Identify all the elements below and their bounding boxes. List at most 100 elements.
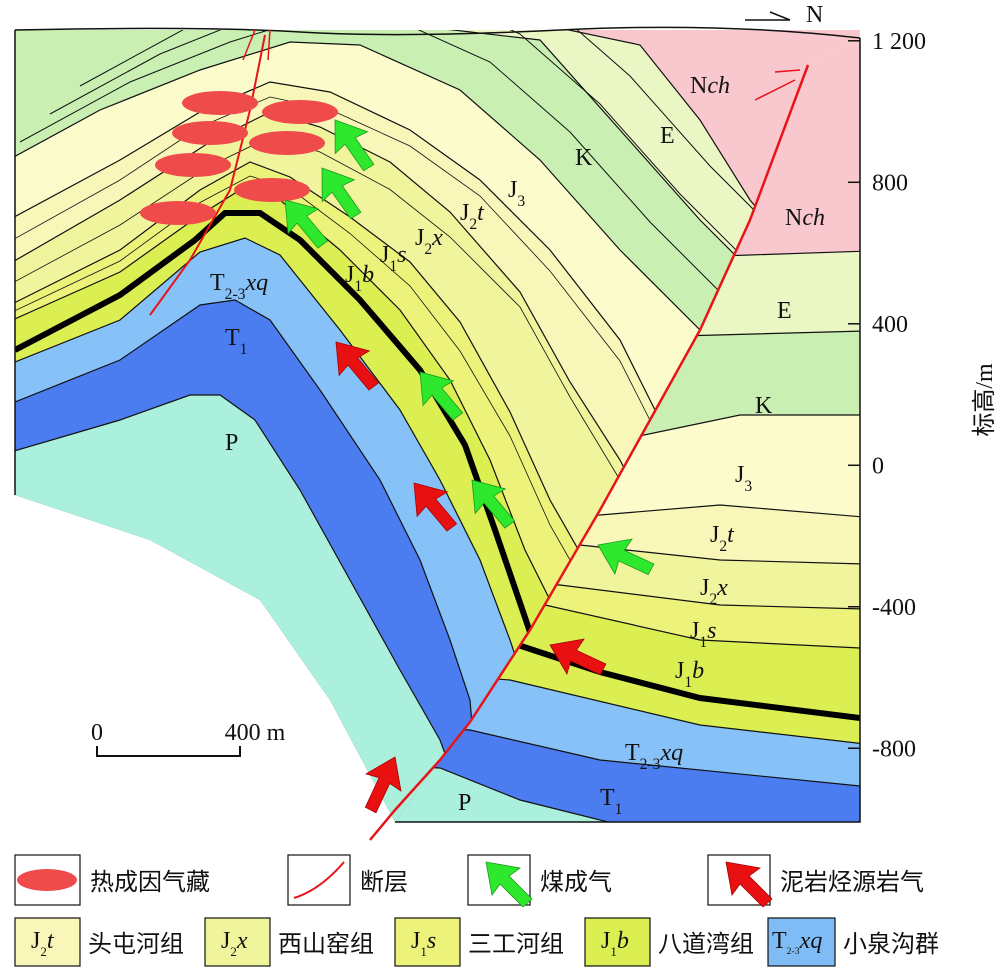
gas-reservoir	[172, 121, 248, 145]
formation-label: J3	[735, 462, 752, 495]
mudstone-gas-arrow	[549, 638, 607, 676]
legend-fault	[293, 861, 345, 899]
bed-line	[19, 30, 731, 303]
label-part: b	[692, 658, 704, 684]
label-part: J	[415, 225, 424, 251]
axis-tick-label: -400	[872, 595, 916, 621]
gas-reservoir	[155, 153, 231, 177]
label-part: N	[690, 73, 707, 99]
formation-label: Nch	[785, 205, 825, 231]
label-part: T	[225, 325, 240, 351]
label-part: J	[411, 928, 420, 954]
label-part: s	[707, 618, 716, 644]
label-part: N	[785, 205, 802, 231]
gas-reservoir	[262, 100, 338, 124]
label-part: K	[755, 393, 773, 419]
label-part: J	[460, 200, 469, 226]
label-part: J	[710, 522, 719, 548]
legend-swatch	[767, 917, 836, 967]
axis-tick-label: -800	[872, 736, 916, 762]
bed-line	[15, 136, 621, 481]
label-part: J	[508, 177, 517, 203]
label-part: 2	[709, 591, 717, 608]
label-part: 3	[517, 193, 525, 210]
legend-swatch	[584, 917, 651, 967]
label-part: 3	[744, 478, 752, 495]
label-part: K	[575, 145, 593, 171]
label-part: 1	[699, 634, 707, 651]
coal-gas-arrow	[419, 371, 464, 421]
label-part: 2	[469, 216, 477, 233]
legend-coal-gas	[485, 861, 533, 908]
label-part: 2	[40, 944, 47, 959]
label-part: J	[221, 928, 230, 954]
label-part: s	[397, 242, 406, 268]
label-part: x	[716, 575, 728, 601]
legend-label: 头屯河组	[88, 931, 184, 958]
label-part: 1	[354, 278, 362, 295]
label-part: T	[600, 785, 615, 811]
label-part: J	[380, 242, 389, 268]
formation-label: P	[458, 790, 471, 816]
formation-label: P	[225, 430, 238, 456]
formation-label: J2x	[700, 575, 728, 608]
formation-label: J1s	[690, 618, 716, 651]
formation-label: J2x	[415, 225, 443, 258]
label-part: 1	[610, 944, 617, 959]
axis-label: 标高/m	[971, 363, 998, 437]
label-part: ch	[802, 205, 825, 231]
bed-line	[79, 30, 791, 247]
frame	[14, 30, 861, 823]
label-part: 1	[420, 944, 427, 959]
legend-label: 八道湾组	[658, 931, 754, 958]
axis-tick-label: 800	[872, 170, 908, 196]
label-part: 1	[389, 258, 397, 275]
label-part: 1	[684, 674, 692, 691]
legend-label: 热成因气藏	[90, 869, 210, 896]
north-arrow	[745, 11, 791, 21]
legend-label: 断层	[360, 869, 408, 896]
formation-label: T2-3xq	[210, 270, 268, 303]
label-part: J	[601, 928, 610, 954]
label-part: 2	[719, 538, 727, 555]
formation-label: J1b	[675, 658, 704, 691]
legend-label: 煤成气	[540, 869, 612, 896]
layer	[395, 724, 860, 822]
scale-bar	[96, 746, 241, 757]
fault-motion	[242, 29, 801, 101]
gas-reservoir	[249, 131, 325, 155]
label-part: t	[727, 522, 735, 548]
gas-reservoir	[182, 91, 258, 115]
legend-code: J2t	[31, 928, 55, 959]
label-part: J	[690, 618, 699, 644]
label-part: t	[47, 928, 55, 954]
gas-reservoir	[234, 178, 310, 202]
legend-reservoir	[17, 869, 77, 891]
label-part: 2	[230, 944, 237, 959]
mudstone-gas-arrow	[413, 482, 458, 532]
label-part: b	[362, 262, 374, 288]
legend-label: 西山窑组	[278, 931, 374, 958]
formation-label: E	[660, 123, 675, 149]
formation-label: J3	[508, 177, 525, 210]
axis-tick-label: 0	[872, 453, 884, 479]
coal-gas-arrow	[284, 199, 329, 249]
legend-code: J1b	[601, 928, 629, 959]
label-part: J	[675, 658, 684, 684]
label-part: 2	[424, 241, 432, 258]
axis-tick-label: 400	[872, 312, 908, 338]
label-part: x	[431, 225, 443, 251]
formation-label: K	[755, 393, 773, 419]
formation-label: E	[777, 298, 792, 324]
legend-swatch	[394, 917, 461, 967]
formation-label: T1	[600, 785, 622, 818]
coal-gas-arrow	[321, 167, 362, 220]
formation-label: J1s	[380, 242, 406, 275]
label-part: b	[617, 928, 629, 954]
label-part: T	[772, 928, 787, 954]
secondary-fault	[149, 34, 266, 316]
bed-line	[15, 96, 661, 441]
label-part: 2-3	[787, 946, 800, 957]
label-part: P	[458, 790, 471, 816]
formation-label: K	[575, 145, 593, 171]
